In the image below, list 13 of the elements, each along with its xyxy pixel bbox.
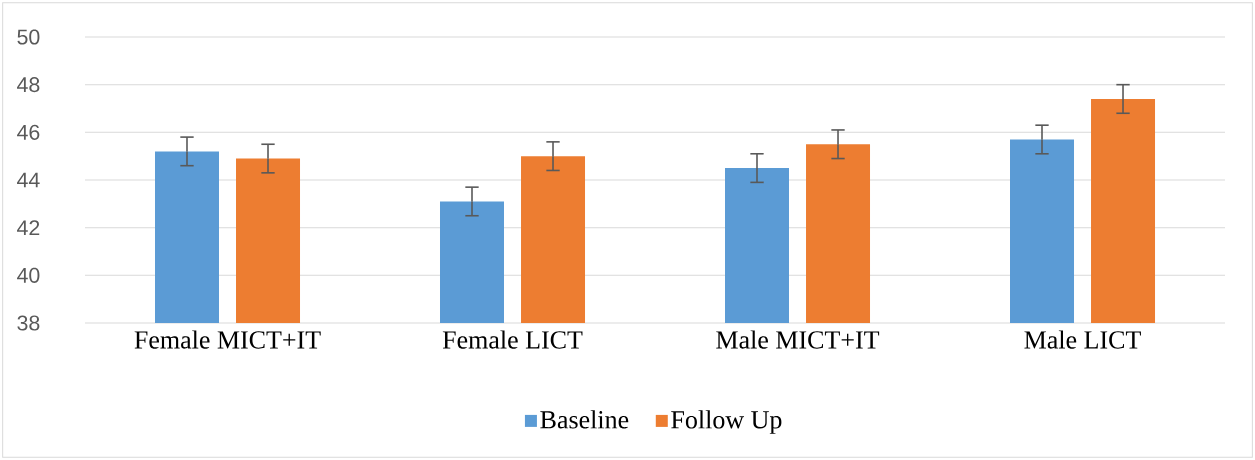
y-tick-label: 40 bbox=[17, 267, 40, 283]
y-tick-label: 42 bbox=[17, 220, 40, 236]
y-tick-label: 44 bbox=[17, 172, 40, 188]
x-tick-label: Male LICT bbox=[1024, 330, 1141, 349]
x-tick-label: Female LICT bbox=[442, 330, 583, 349]
y-tick-label: 46 bbox=[17, 124, 40, 140]
legend-label: Follow Up bbox=[671, 410, 782, 434]
legend-label: Baseline bbox=[540, 410, 629, 429]
y-tick-label: 50 bbox=[17, 29, 40, 45]
y-tick-label: 38 bbox=[17, 315, 40, 331]
x-tick-label: Male MICT+IT bbox=[716, 330, 880, 349]
y-tick-label: 48 bbox=[17, 77, 40, 93]
x-tick-label: Female MICT+IT bbox=[134, 330, 321, 349]
